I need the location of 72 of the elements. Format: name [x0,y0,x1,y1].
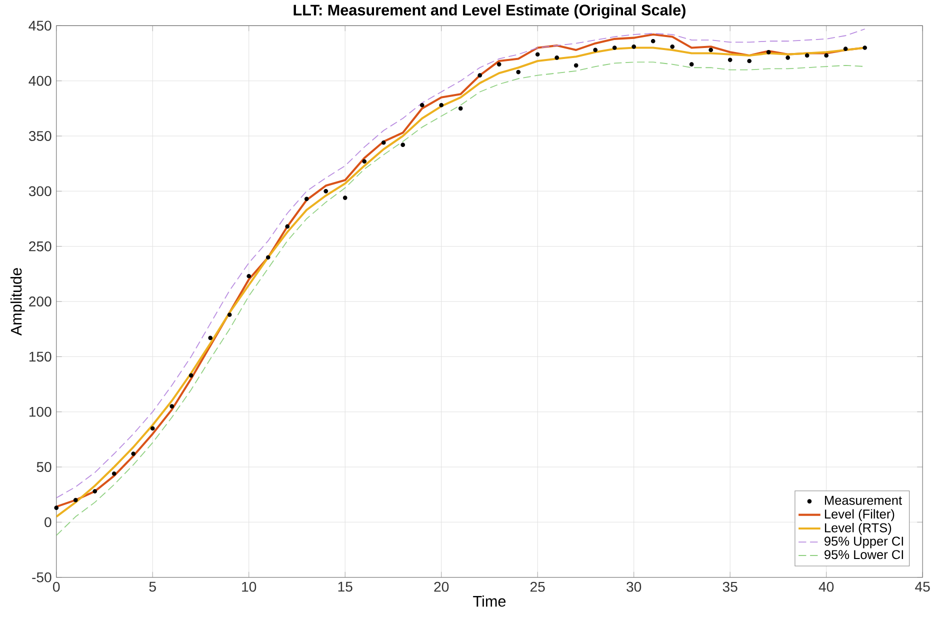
point [554,56,560,60]
point [227,312,232,318]
y-axis-title: Amplitude [10,268,25,336]
x-tick-label: 15 [338,582,352,592]
legend-label: Level (Filter) [824,509,894,522]
point [747,58,752,64]
legend-label: 95% Lower CI [824,550,904,560]
point [478,73,482,78]
point [786,56,790,60]
y-tick-label: 250 [29,241,52,252]
point [246,274,252,278]
point [574,63,578,68]
x-tick-label: 30 [626,582,642,592]
point [208,336,213,340]
x-tick-label: 0 [53,582,60,592]
point [458,106,463,111]
point [170,404,174,409]
point [400,142,406,148]
point [650,39,656,44]
point [766,50,771,54]
point [689,62,694,67]
point [381,140,386,145]
point [535,52,540,57]
point [632,44,636,49]
x-axis-title: Time [473,596,506,607]
point [92,489,98,494]
x-tick-label: 25 [530,582,545,592]
x-tick-label: 10 [242,582,256,592]
point [131,452,136,456]
point [843,46,848,52]
legend-label: Measurement [824,496,902,505]
point [824,53,829,58]
point [612,46,617,50]
point [112,472,116,476]
point [708,48,714,52]
y-tick-label: 100 [29,406,52,417]
point [285,224,290,229]
x-tick-label: 45 [915,582,930,592]
point [324,189,328,194]
point [593,48,598,52]
legend-label: Level (RTS) [824,523,892,535]
point [496,62,502,67]
point [362,159,367,164]
point [342,196,348,200]
y-tick-label: 0 [44,517,52,528]
point [188,373,194,378]
point [728,58,732,62]
point [516,70,521,74]
point [804,53,810,58]
x-tick-label: 20 [434,582,449,592]
y-tick-label: 200 [29,296,52,307]
x-tick-label: 35 [722,582,738,592]
y-tick-label: 400 [28,76,52,86]
x-tick-label: 40 [818,582,834,592]
y-tick-label: 150 [29,352,52,362]
point [420,103,424,108]
legend-label: 95% Upper CI [824,536,904,548]
y-tick-label: 50 [36,462,52,472]
point [304,196,309,202]
point [73,498,78,502]
point [54,506,59,510]
y-tick-label: 450 [28,20,52,31]
point [150,426,155,431]
point [266,255,270,260]
point [862,46,868,50]
point [439,103,444,108]
point [670,44,675,49]
y-tick-label: 300 [28,186,52,196]
x-tick-label: 5 [149,582,156,592]
y-tick-label: 350 [28,131,52,142]
chart-title: LLT: Measurement and Level Estimate (Original Scale) [294,4,686,19]
y-tick-label: -50 [32,572,52,582]
